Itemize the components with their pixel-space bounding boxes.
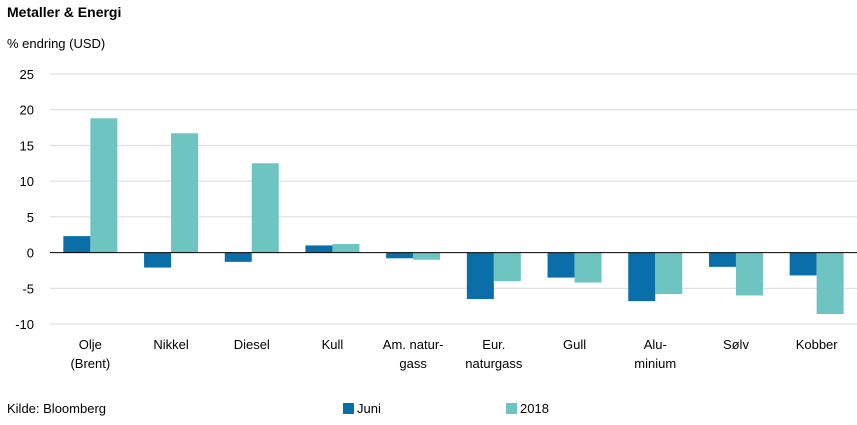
chart-subtitle: % endring (USD) [7, 36, 106, 51]
bar-juni [144, 252, 172, 268]
chart-title: Metaller & Energi [7, 4, 122, 20]
bar-juni [628, 252, 656, 302]
y-tick-label: 20 [20, 103, 34, 118]
x-category-label: Am. natur- [383, 337, 444, 352]
bar-2018 [816, 252, 844, 314]
x-category-label: (Brent) [70, 356, 110, 371]
y-tick-label: 25 [20, 67, 34, 82]
bar-2018 [251, 163, 279, 253]
legend-item-juni: Juni [343, 401, 381, 416]
x-category-label: Nikkel [153, 337, 189, 352]
legend-swatch-2018 [506, 403, 517, 414]
bar-2018 [332, 244, 360, 253]
bar-2018 [413, 252, 441, 260]
x-category-label: Kobber [796, 337, 839, 352]
x-category-label: gass [399, 356, 427, 371]
legend-label-2018: 2018 [520, 401, 549, 416]
legend-item-2018: 2018 [506, 401, 549, 416]
x-category-label: naturgass [465, 356, 523, 371]
bar-juni [386, 252, 414, 259]
x-category-label: Olje [79, 337, 102, 352]
x-category-label: Kull [322, 337, 344, 352]
bar-2018 [90, 118, 118, 253]
x-category-label: Alu- [644, 337, 667, 352]
x-category-label: Gull [563, 337, 586, 352]
bar-2018 [735, 252, 763, 296]
bar-juni [224, 252, 252, 262]
y-tick-label: 0 [27, 246, 34, 261]
y-tick-label: 5 [27, 210, 34, 225]
y-tick-label: -5 [22, 281, 34, 296]
x-category-label: Sølv [723, 337, 750, 352]
bar-juni [63, 236, 91, 253]
y-tick-label: 15 [20, 138, 34, 153]
legend-label-juni: Juni [357, 401, 381, 416]
bar-juni [708, 252, 736, 267]
bar-juni [547, 252, 575, 278]
bar-juni [305, 245, 333, 253]
bar-juni [789, 252, 817, 276]
y-tick-label: 10 [20, 174, 34, 189]
bar-juni [466, 252, 494, 299]
x-category-label: minium [634, 356, 676, 371]
x-category-label: Eur. [482, 337, 505, 352]
y-tick-label: -10 [15, 317, 34, 332]
bar-2018 [171, 133, 199, 253]
x-category-label: Diesel [234, 337, 270, 352]
bar-2018 [574, 252, 602, 283]
bar-2018 [655, 252, 683, 294]
bar-2018 [493, 252, 521, 282]
legend-swatch-juni [343, 403, 354, 414]
source-note: Kilde: Bloomberg [7, 401, 106, 416]
